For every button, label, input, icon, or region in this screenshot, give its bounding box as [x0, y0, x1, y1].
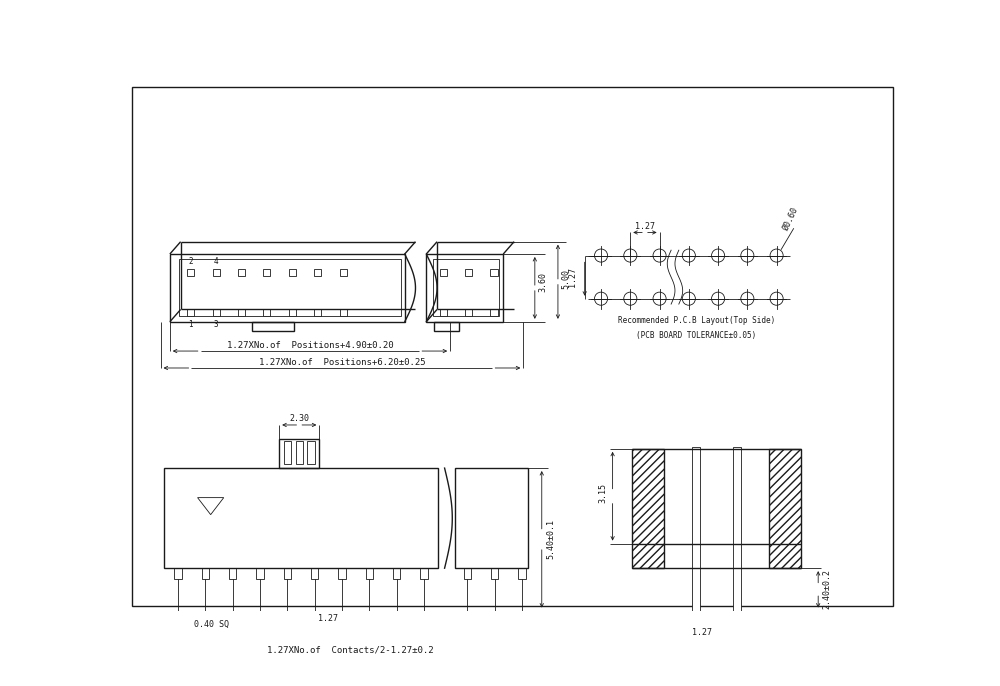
Bar — [433, 259, 499, 316]
Bar — [490, 309, 498, 316]
Bar — [213, 269, 220, 276]
Bar — [490, 269, 498, 276]
Bar — [632, 449, 664, 568]
Text: 0.40 SQ: 0.40 SQ — [194, 620, 229, 629]
Bar — [263, 309, 270, 316]
Bar — [284, 441, 291, 464]
Bar — [434, 322, 459, 331]
Bar — [733, 447, 741, 611]
Bar — [296, 441, 303, 464]
Text: (PCB BOARD TOLERANCE±0.05): (PCB BOARD TOLERANCE±0.05) — [636, 331, 757, 340]
Text: 2: 2 — [188, 257, 193, 265]
Bar — [179, 259, 401, 316]
Bar — [338, 568, 346, 579]
Text: Recommended P.C.B Layout(Top Side): Recommended P.C.B Layout(Top Side) — [618, 316, 775, 324]
Text: 1.27: 1.27 — [635, 222, 655, 230]
Bar — [307, 441, 315, 464]
Bar — [229, 568, 236, 579]
Text: 1.27: 1.27 — [568, 267, 577, 287]
Text: 1.27XNo.of  Contacts/2-1.27±0.2: 1.27XNo.of Contacts/2-1.27±0.2 — [267, 646, 433, 655]
Bar — [314, 269, 321, 276]
Text: 2.30: 2.30 — [289, 414, 309, 423]
Bar — [491, 568, 498, 579]
Text: 2.40±0.2: 2.40±0.2 — [823, 569, 832, 609]
Bar — [238, 309, 245, 316]
Bar — [284, 568, 291, 579]
Text: 4: 4 — [214, 257, 218, 265]
Bar — [311, 568, 318, 579]
Bar — [213, 309, 220, 316]
Bar — [420, 568, 428, 579]
Text: Ø0.60: Ø0.60 — [781, 205, 800, 232]
Bar — [252, 322, 294, 331]
Bar — [289, 309, 296, 316]
Bar — [366, 568, 373, 579]
Bar — [314, 309, 321, 316]
Bar — [340, 269, 347, 276]
Text: 1.27XNo.of  Positions+6.20±0.25: 1.27XNo.of Positions+6.20±0.25 — [259, 358, 425, 367]
Bar — [440, 309, 447, 316]
Bar — [464, 568, 471, 579]
Text: 3.60: 3.60 — [538, 272, 547, 292]
Bar — [426, 254, 503, 322]
Bar — [340, 309, 347, 316]
Bar — [465, 269, 472, 276]
Bar — [256, 568, 264, 579]
Bar — [164, 468, 438, 568]
Bar — [769, 449, 801, 568]
Bar — [187, 269, 194, 276]
Text: 1: 1 — [188, 320, 193, 329]
Bar — [187, 309, 194, 316]
Bar — [692, 447, 700, 611]
Bar — [174, 568, 182, 579]
Text: 1.27XNo.of  Positions+4.90±0.20: 1.27XNo.of Positions+4.90±0.20 — [227, 341, 393, 350]
Bar — [393, 568, 400, 579]
Bar — [455, 468, 528, 568]
Text: 3: 3 — [214, 320, 218, 329]
Bar — [518, 568, 526, 579]
Text: 3.15: 3.15 — [599, 483, 608, 503]
Text: 1.27: 1.27 — [318, 614, 338, 623]
Text: 5.00: 5.00 — [561, 269, 570, 289]
Text: 5.40±0.1: 5.40±0.1 — [546, 519, 556, 559]
Bar — [238, 269, 245, 276]
Bar — [440, 269, 447, 276]
Bar — [263, 269, 270, 276]
Bar — [202, 568, 209, 579]
Bar — [465, 309, 472, 316]
Bar — [170, 254, 405, 322]
Text: 1.27: 1.27 — [692, 628, 712, 637]
Bar — [279, 439, 319, 468]
Bar — [289, 269, 296, 276]
